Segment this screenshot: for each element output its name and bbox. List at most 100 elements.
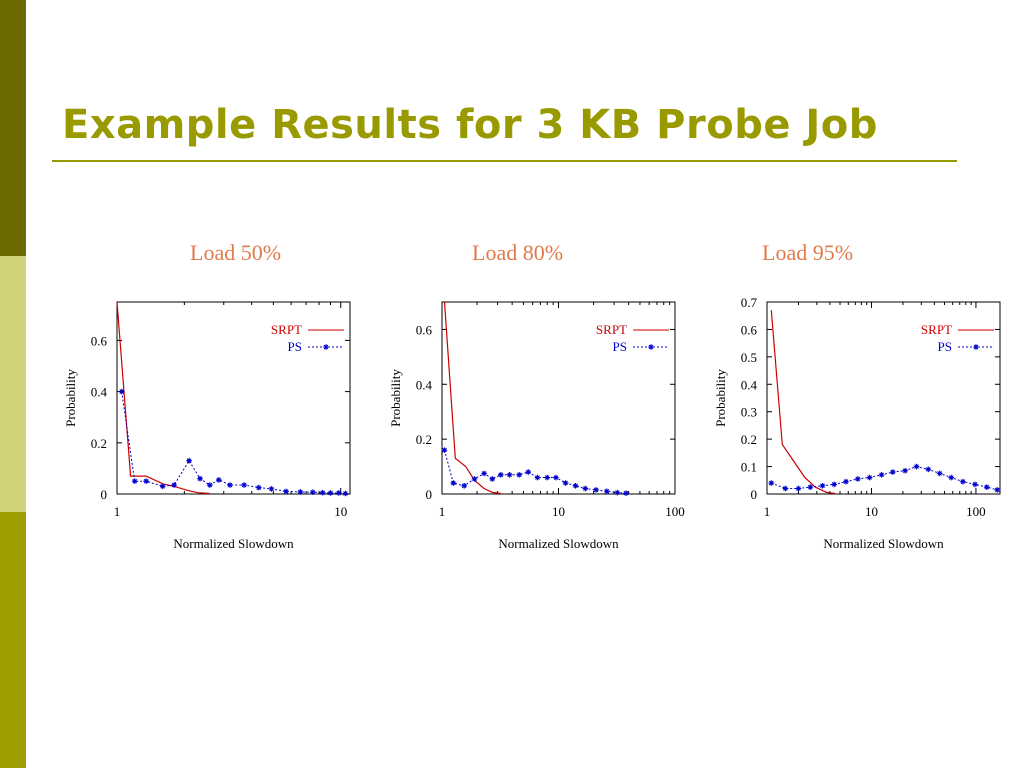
legend-marker	[648, 344, 654, 350]
plot-frame	[766, 301, 1001, 495]
x-tick-label: 10	[865, 504, 878, 519]
y-axis-label: Probability	[713, 369, 728, 427]
x-axis-label: Normalized Slowdown	[173, 536, 294, 551]
data-point-ps	[819, 482, 826, 489]
y-tick-label: 0.5	[741, 350, 757, 365]
x-tick-label: 100	[966, 504, 986, 519]
data-point-ps	[960, 478, 966, 485]
data-point-ps	[582, 485, 589, 492]
data-point-ps	[516, 472, 523, 478]
data-point-ps	[948, 474, 955, 481]
data-point-ps	[131, 478, 138, 484]
data-point-ps	[327, 490, 334, 496]
data-point-ps	[562, 480, 569, 486]
panel-label-load-80: Load 80%	[472, 240, 564, 265]
data-point-ps	[309, 489, 316, 496]
x-tick-label: 10	[552, 504, 565, 519]
data-point-ps	[593, 487, 599, 493]
chart-load-95: 0 0.1 0.2 0.3 0.4 0.5 0.6 0.7 1 10 100 Normalized S…	[713, 295, 1001, 551]
y-tick-label: 0.7	[741, 295, 758, 310]
data-point-ps	[268, 486, 275, 492]
series-line-srpt	[116, 301, 210, 495]
data-point-ps	[936, 470, 943, 477]
data-point-ps	[623, 490, 629, 496]
chart-load-80: 0 0.2 0.4 0.6 1 10 100 Normalized Slowdown Proba…	[388, 301, 685, 551]
data-point-ps	[614, 489, 621, 496]
y-tick-label: 0.6	[91, 333, 108, 348]
data-point-ps	[866, 474, 873, 481]
data-point-ps	[255, 484, 262, 491]
series-line-ps	[444, 449, 627, 494]
series-line-ps	[121, 391, 346, 494]
y-tick-label: 0.2	[91, 436, 107, 451]
data-point-ps	[925, 466, 932, 473]
data-point-ps	[227, 482, 233, 488]
legend-label: SRPT	[271, 322, 302, 337]
data-point-ps	[197, 475, 203, 482]
y-axis-label: Probability	[63, 369, 78, 427]
data-point-ps	[525, 469, 532, 475]
plot-frame	[441, 301, 676, 495]
y-tick-label: 0.2	[741, 432, 757, 447]
data-point-ps	[215, 477, 222, 483]
legend-label: PS	[288, 339, 302, 354]
y-tick-label: 0	[101, 487, 108, 502]
data-point-ps	[171, 482, 177, 488]
data-point-ps	[855, 476, 861, 482]
x-tick-label: 1	[764, 504, 771, 519]
data-point-ps	[471, 476, 478, 482]
data-point-ps	[572, 482, 579, 489]
y-tick-label: 0.6	[741, 322, 758, 337]
y-tick-label: 0.6	[416, 322, 433, 337]
series-line-srpt	[770, 310, 836, 495]
data-point-ps	[768, 480, 775, 486]
data-point-ps	[983, 484, 990, 490]
y-tick-label: 0	[426, 487, 433, 502]
chart-load-50: 0 0.2 0.4 0.6 1 10 Normalized Slowdown Probabil…	[63, 301, 351, 551]
data-point-ps	[972, 481, 978, 488]
data-point-ps	[506, 472, 513, 478]
data-point-ps	[994, 487, 1001, 493]
data-point-ps	[159, 483, 166, 490]
data-point-ps	[335, 490, 342, 496]
data-point-ps	[782, 485, 789, 492]
y-tick-label: 0.4	[91, 385, 108, 400]
y-tick-label: 0	[751, 487, 758, 502]
data-point-ps	[319, 489, 326, 496]
data-point-ps	[143, 478, 149, 484]
data-point-ps	[807, 484, 814, 490]
series-line-srpt	[443, 301, 501, 495]
data-point-ps	[283, 488, 289, 495]
data-point-ps	[186, 457, 192, 464]
data-point-ps	[795, 485, 802, 492]
data-point-ps	[553, 474, 559, 481]
data-point-ps	[297, 489, 304, 495]
data-point-ps	[481, 470, 487, 477]
legend-label: SRPT	[921, 322, 952, 337]
data-point-ps	[534, 474, 541, 481]
x-tick-label: 10	[334, 504, 347, 519]
x-tick-label: 1	[439, 504, 446, 519]
data-point-ps	[489, 476, 496, 482]
data-point-ps	[831, 481, 838, 488]
x-axis-label: Normalized Slowdown	[823, 536, 944, 551]
y-tick-label: 0.3	[741, 405, 757, 420]
title-underline	[52, 160, 957, 162]
legend-label: SRPT	[596, 322, 627, 337]
data-point-ps	[450, 480, 457, 486]
data-point-ps	[544, 474, 551, 481]
data-point-ps	[889, 469, 896, 475]
data-point-ps	[207, 482, 213, 488]
data-point-ps	[441, 447, 448, 453]
slide-title: Example Results for 3 KB Probe Job	[62, 102, 878, 148]
panel-label-load-50: Load 50%	[190, 240, 282, 265]
data-point-ps	[498, 472, 504, 478]
data-point-ps	[878, 472, 885, 478]
side-accent-bar-top	[0, 0, 26, 256]
data-point-ps	[241, 482, 247, 488]
y-axis-label: Probability	[388, 369, 403, 427]
data-point-ps	[342, 490, 349, 497]
side-accent-bar-bottom	[0, 512, 26, 768]
side-accent-bar-middle	[0, 256, 26, 512]
x-tick-label: 100	[665, 504, 685, 519]
